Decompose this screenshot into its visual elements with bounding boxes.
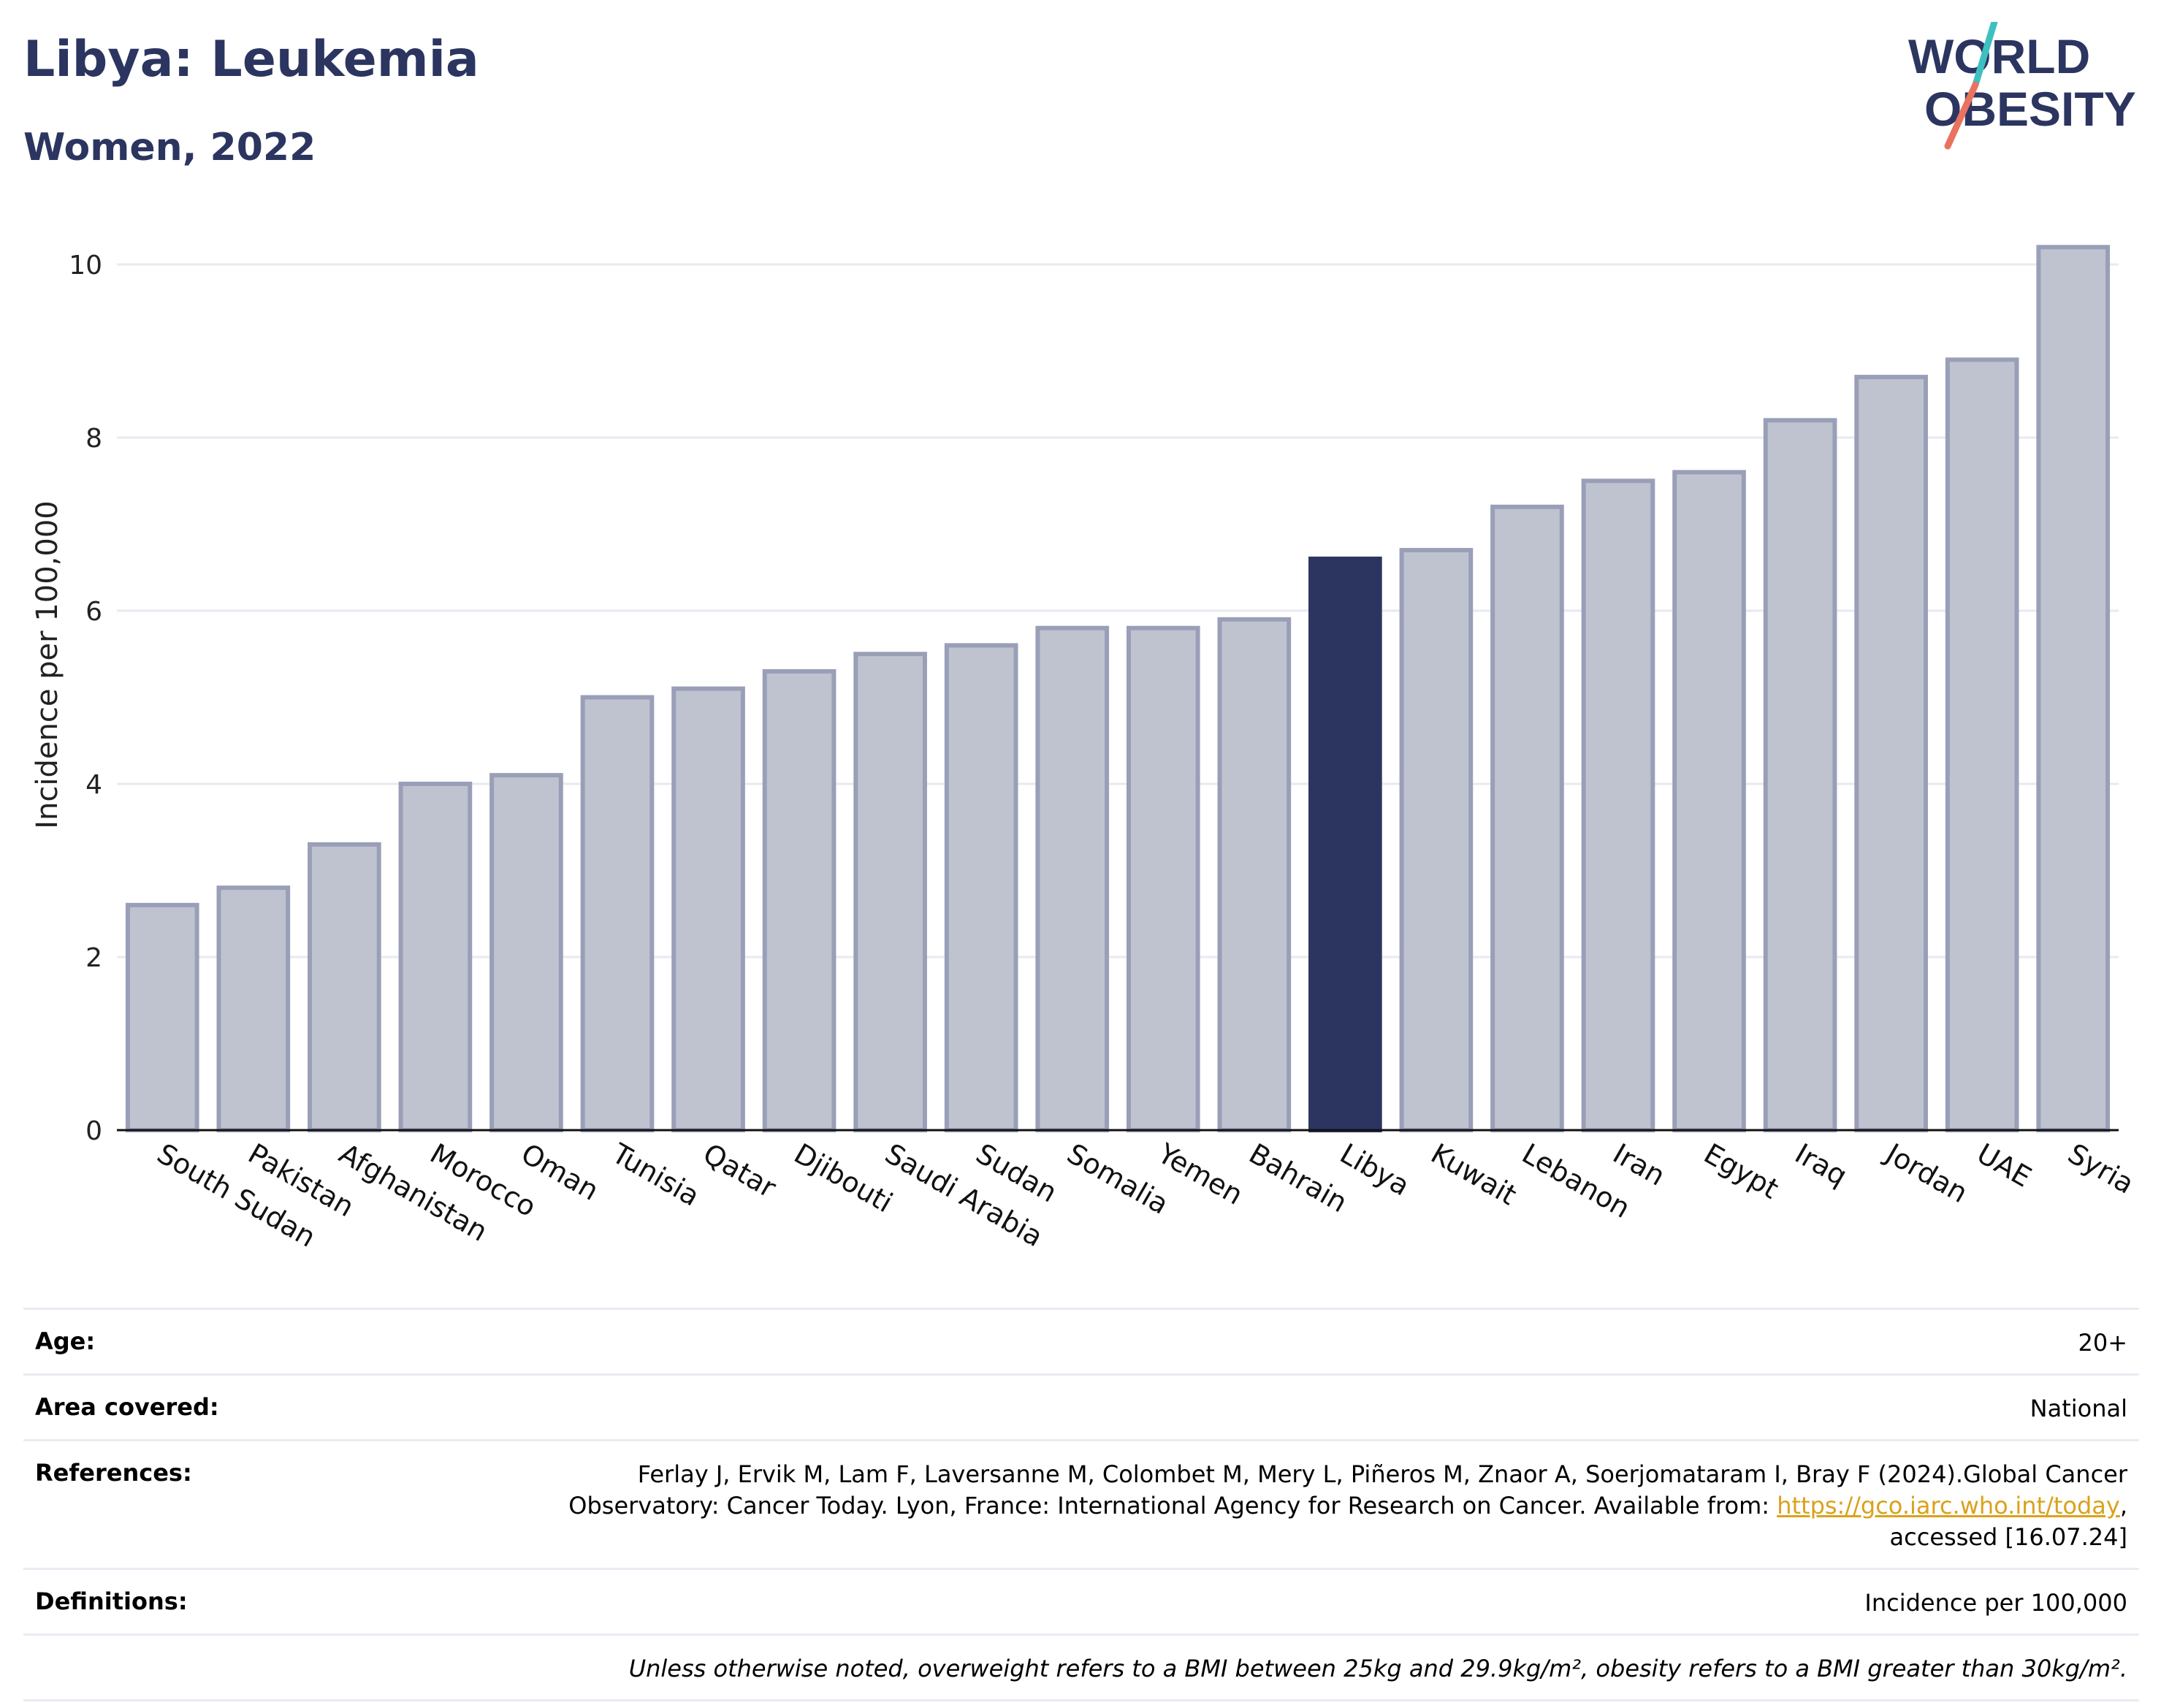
bar-somalia [1035,625,1110,1132]
bar-oman [489,773,563,1133]
x-tick-label: Djibouti [789,1137,899,1219]
area-value: National [2029,1395,2127,1422]
y-tick-label: 4 [85,770,102,800]
bar-uae [1945,357,2019,1133]
references-link[interactable]: https://gco.iarc.who.int/today [1777,1492,2120,1520]
x-tick-label: Jordan [1879,1137,1973,1210]
x-tick-label: Iraq [1790,1137,1853,1192]
logo-line1: WORLD [1908,29,2090,83]
y-tick-labels: 0 2 4 6 8 10 [69,251,102,1146]
x-tick-label: Kuwait [1425,1137,1522,1212]
references-text-1: Ferlay J, Ervik M, Lam F, Laversanne M, … [568,1460,2127,1520]
bar-saudi-arabia [853,652,927,1132]
logo-slash-bottom [1944,81,1979,150]
meta-row-references: References: Ferlay J, Ervik M, Lam F, La… [23,1439,2139,1568]
chart-title: Libya: Leukemia [23,31,479,88]
bar-bahrain [1217,617,1292,1132]
world-obesity-logo: WORLD OBESITY [1908,22,2136,150]
x-tick-label: Iran [1608,1137,1671,1192]
bar-syria [2036,245,2111,1132]
bars [125,245,2111,1133]
bar-iran [1581,479,1655,1132]
bar-kuwait [1399,548,1474,1132]
bar-egypt [1672,470,1746,1132]
bar-tunisia [580,695,655,1132]
y-axis-label: Incidence per 100,000 [31,500,64,829]
x-tick-labels: South SudanPakistanAfghanistanMoroccoOma… [152,1137,2140,1254]
bar-qatar [671,686,745,1132]
bar-iraq [1763,418,1837,1132]
bar-libya [1308,556,1382,1132]
meta-row-note: Unless otherwise noted, overweight refer… [23,1633,2139,1701]
definitions-value: Incidence per 100,000 [1864,1589,2127,1617]
y-tick-label: 10 [69,251,102,281]
logo-slash-top [1972,22,1998,88]
y-tick-label: 8 [85,424,102,454]
x-tick-label: Tunisia [606,1137,705,1213]
chart-subtitle: Women, 2022 [23,126,316,169]
bar-afghanistan [308,842,381,1132]
bar-chart: South SudanPakistanAfghanistanMoroccoOma… [31,245,2140,1254]
x-tick-label: UAE [1972,1137,2037,1194]
x-tick-label: Egypt [1699,1137,1784,1205]
age-value: 20+ [2078,1329,2127,1357]
meta-row-area: Area covered: National [23,1373,2139,1439]
x-tick-label: Qatar [698,1137,782,1205]
references-value: Ferlay J, Ervik M, Lam F, Laversanne M, … [557,1459,2127,1553]
bar-south-sudan [125,902,199,1133]
age-label: Age: [35,1327,96,1355]
bmi-note: Unless otherwise noted, overweight refer… [628,1655,2127,1682]
bar-pakistan [216,885,291,1132]
bar-lebanon [1490,504,1564,1132]
bar-sudan [944,643,1018,1132]
y-tick-label: 6 [85,597,102,627]
meta-row-age: Age: 20+ [23,1308,2139,1373]
y-tick-label: 2 [85,943,102,973]
references-label: References: [35,1459,192,1487]
bar-morocco [398,782,473,1132]
x-tick-label: Syria [2062,1137,2139,1200]
y-tick-label: 0 [85,1116,102,1146]
metadata-table: Age: 20+ Area covered: National Referenc… [23,1308,2139,1701]
bar-djibouti [762,668,836,1132]
bar-jordan [1854,375,1928,1132]
definitions-label: Definitions: [35,1587,188,1615]
references-text-2: , accessed [16.07.24] [1889,1492,2127,1551]
area-label: Area covered: [35,1393,219,1421]
bar-yemen [1126,625,1200,1132]
x-tick-label: Bahrain [1243,1137,1352,1219]
x-tick-label: Somalia [1062,1137,1174,1221]
meta-row-definitions: Definitions: Incidence per 100,000 [23,1568,2139,1633]
